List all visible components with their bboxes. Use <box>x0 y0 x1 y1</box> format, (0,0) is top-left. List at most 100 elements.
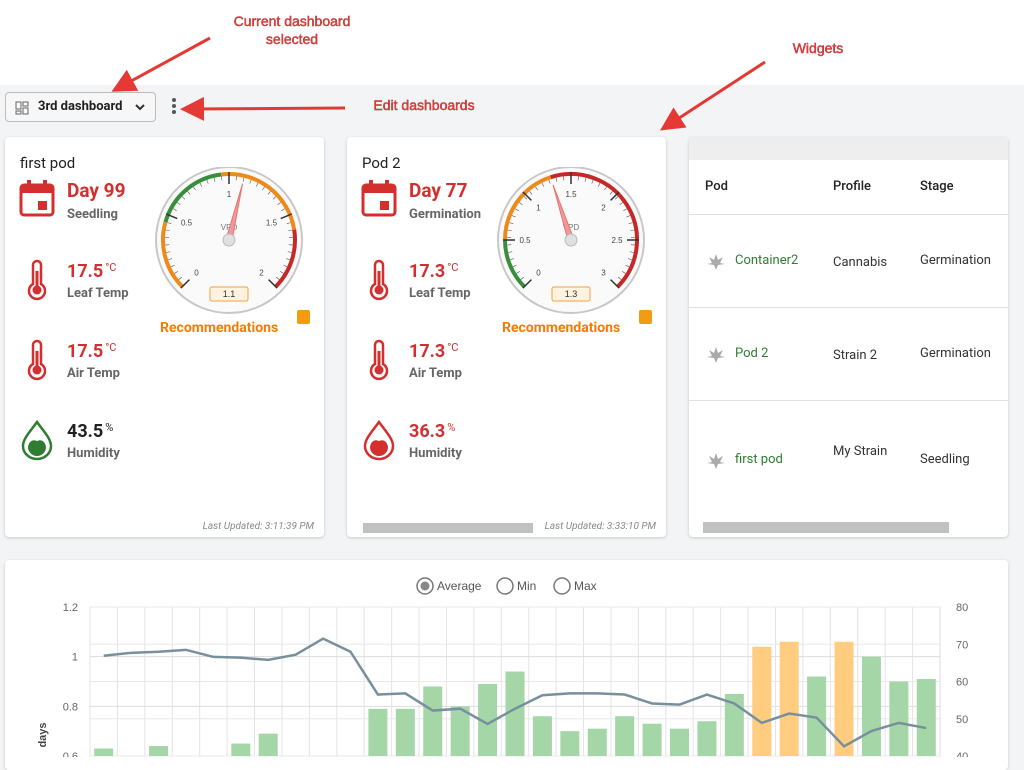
bar <box>588 729 607 756</box>
pod-stage: Seedling <box>67 207 118 222</box>
gauge-tick-label: 0 <box>194 269 199 278</box>
metric-label: Humidity <box>67 446 120 461</box>
kebab-menu[interactable] <box>169 96 179 118</box>
bar <box>231 744 250 756</box>
bar <box>752 647 771 756</box>
bar <box>862 657 881 756</box>
y2-tick-label: 50 <box>956 714 968 726</box>
bar <box>670 729 689 756</box>
bar <box>396 709 415 756</box>
radio-button[interactable] <box>497 578 513 594</box>
gauge-value: 1.1 <box>223 289 236 299</box>
bar <box>615 716 634 756</box>
metric-value-row: 36.3% <box>409 421 455 442</box>
metric-value: 43.5 <box>67 421 103 442</box>
icon-part <box>38 201 47 210</box>
metric-value-row: 17.3°C <box>409 261 458 282</box>
radio-label: Average <box>437 579 482 593</box>
icon-part <box>707 347 725 363</box>
gauge-tick-label: 1 <box>227 190 232 199</box>
radio-dot <box>421 582 430 591</box>
cell: My Strain <box>833 442 893 461</box>
metric-value: 17.3 <box>409 261 445 282</box>
alert-badge <box>297 310 310 324</box>
cell: Germination <box>920 253 991 268</box>
icon-part <box>28 440 46 456</box>
cell: Seedling <box>920 452 970 467</box>
bar <box>889 682 908 757</box>
icon-part <box>378 271 381 287</box>
icon-part <box>36 271 39 287</box>
gauge-tick-label: 0.5 <box>181 218 193 227</box>
recommendations-link[interactable]: Recommendations <box>502 320 620 336</box>
last-updated: Last Updated: 3:11:39 PM <box>203 521 314 532</box>
icon-part <box>370 440 388 456</box>
icon-part <box>43 180 47 188</box>
pod-day: Day 99 <box>67 179 125 202</box>
scrollbar-thumb <box>703 522 949 533</box>
icon-part <box>707 453 725 469</box>
pod-card: first pod Day 99 Seedling 17.5°C Leaf Temp 17… <box>5 137 324 537</box>
row-divider <box>689 214 1008 215</box>
metric-unit: °C <box>447 261 458 274</box>
metric-value-row: 17.5°C <box>67 261 116 282</box>
y-tick-label: 1.2 <box>63 602 78 614</box>
gauge-tick-label: 1 <box>536 203 541 212</box>
icon-part <box>363 185 395 193</box>
thermometer-icon <box>19 339 55 381</box>
cell: Cannabis <box>833 253 893 272</box>
pod-title: first pod <box>20 154 75 172</box>
bar <box>533 716 552 756</box>
bar <box>697 721 716 756</box>
metric-label: Air Temp <box>409 366 462 381</box>
pod-link[interactable]: Pod 2 <box>735 346 768 361</box>
metric-value: 17.5 <box>67 341 103 362</box>
metric-value: 36.3 <box>409 421 445 442</box>
gauge-tick-label: 0.5 <box>519 236 531 245</box>
chevron <box>134 103 146 113</box>
icon-part <box>369 180 373 188</box>
gauge-hub <box>223 234 235 246</box>
icon-part <box>27 180 31 188</box>
table-toolbar <box>689 137 1008 160</box>
metric-label: Leaf Temp <box>409 286 471 301</box>
y-tick-label: 1 <box>72 652 78 664</box>
annotation: Edit dashboards <box>373 97 474 113</box>
bar <box>149 746 168 756</box>
radio-label: Max <box>574 579 597 593</box>
dashboard-selector[interactable]: 3rd dashboard <box>5 92 156 122</box>
row-divider <box>689 307 1008 308</box>
pod-link[interactable]: Container2 <box>735 253 798 268</box>
metric-value-row: 43.5% <box>67 421 113 442</box>
icon-part <box>385 180 389 188</box>
radio-button[interactable] <box>554 578 570 594</box>
metric-value-row: 17.3°C <box>409 341 458 362</box>
metric-label: Humidity <box>409 446 462 461</box>
dashboard-icon <box>15 101 29 115</box>
thermometer-icon <box>361 259 397 301</box>
plant-icon <box>706 451 726 471</box>
y2-tick-label: 40 <box>956 751 968 757</box>
recommendations-link[interactable]: Recommendations <box>160 320 278 336</box>
icon-part <box>707 254 725 270</box>
y-tick-label: 0.6 <box>63 751 78 757</box>
y2-tick-label: 80 <box>956 602 968 614</box>
scrollbar-thumb <box>363 523 533 533</box>
bar <box>94 749 113 756</box>
gauge-tick-label: 1.5 <box>266 218 278 227</box>
pod-link[interactable]: first pod <box>735 452 783 467</box>
calendar-icon <box>19 179 55 221</box>
icon-part <box>21 185 53 193</box>
drop-icon <box>19 419 55 461</box>
metric-label: Leaf Temp <box>67 286 129 301</box>
icon-part <box>378 351 381 367</box>
thermometer-icon <box>361 339 397 381</box>
metric-unit: °C <box>447 341 458 354</box>
bar <box>368 709 387 756</box>
gauge-tick-label: 1.5 <box>565 190 577 199</box>
icon-part <box>380 201 389 210</box>
y2-tick-label: 70 <box>956 639 968 651</box>
drop-icon <box>361 419 397 461</box>
